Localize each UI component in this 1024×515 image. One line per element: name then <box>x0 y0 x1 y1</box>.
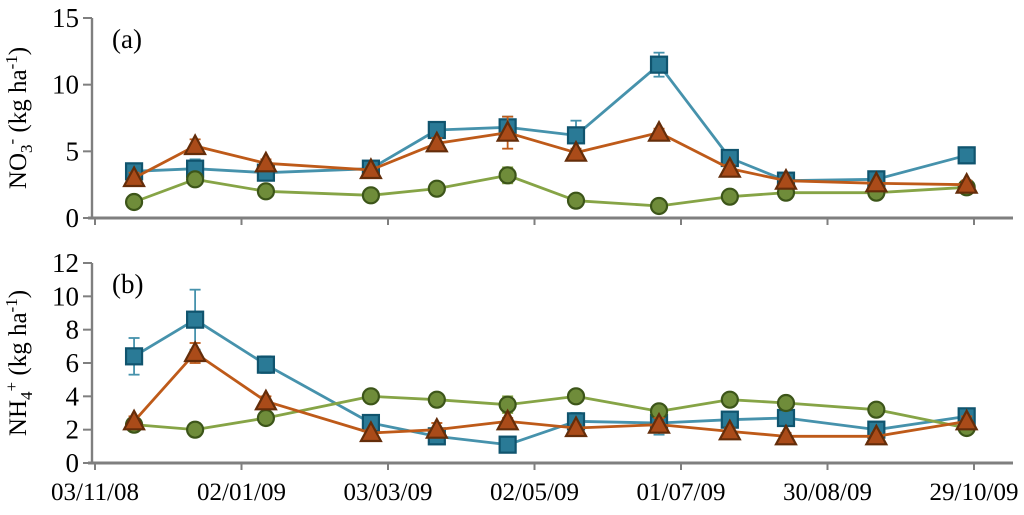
circle-marker <box>361 186 381 205</box>
series-green-circles-b <box>124 387 976 439</box>
x-tick-label: 30/08/09 <box>783 479 872 506</box>
triangle-marker <box>774 423 798 446</box>
circle-marker <box>361 387 381 406</box>
circle-marker <box>566 191 586 210</box>
square-marker <box>124 347 144 366</box>
triangle-marker <box>424 416 449 439</box>
panel-letter-a: (a) <box>112 24 142 54</box>
circle-marker <box>256 408 276 428</box>
triangle-marker <box>647 411 671 434</box>
circle-marker <box>124 192 144 212</box>
circle-marker <box>867 400 886 419</box>
x-tick-label: 29/10/09 <box>930 479 1019 506</box>
svg-text:5: 5 <box>66 136 80 166</box>
series-orange-triangles-a <box>122 115 979 194</box>
circle-marker <box>427 390 446 409</box>
series-blue-squares-a <box>124 51 976 190</box>
triangle-marker <box>359 157 383 180</box>
x-axis-b: 03/11/08 02/01/09 03/03/09 02/05/09 01/07/09… <box>51 461 1019 506</box>
circle-marker <box>649 196 669 216</box>
svg-text:12: 12 <box>52 248 79 278</box>
series-blue-squares-b <box>124 288 976 454</box>
x-tick-label: 03/03/09 <box>344 479 433 506</box>
triangle-marker <box>495 119 520 142</box>
svg-text:8: 8 <box>66 315 80 345</box>
triangle-marker <box>424 130 449 153</box>
circle-marker <box>186 420 205 439</box>
series-orange-triangles-b <box>122 340 979 446</box>
circle-marker <box>256 182 276 201</box>
panel-letter-b: (b) <box>112 269 143 299</box>
square-marker <box>186 310 205 329</box>
triangle-marker <box>647 119 671 142</box>
series-green-circles-a <box>124 166 976 216</box>
x-tick-label: 02/05/09 <box>490 479 579 506</box>
circle-marker <box>186 170 205 189</box>
triangle-marker <box>564 139 588 162</box>
circle-marker <box>498 166 517 185</box>
triangle-marker <box>954 408 979 431</box>
svg-text:6: 6 <box>66 348 80 378</box>
triangle-marker <box>954 171 979 194</box>
square-marker <box>256 355 276 374</box>
triangle-marker <box>774 167 798 190</box>
circle-marker <box>427 179 446 198</box>
svg-text:0: 0 <box>66 448 80 478</box>
triangle-marker <box>717 155 742 178</box>
x-axis-a <box>88 216 1013 225</box>
svg-text:2: 2 <box>66 415 80 445</box>
triangle-marker <box>717 418 742 441</box>
triangle-marker <box>359 420 383 443</box>
x-tick-label: 02/01/09 <box>197 479 286 506</box>
circle-marker <box>566 387 586 406</box>
svg-text:10: 10 <box>52 70 79 100</box>
svg-text:0: 0 <box>66 203 80 233</box>
y-axis-title-a: NO3- (kg ha-1) <box>2 47 36 189</box>
panel-a: 0 5 10 15 (a) NO3- (kg ha-1) <box>2 3 1013 233</box>
square-marker <box>957 146 976 165</box>
y-axis-title-b: NH4+ (kg ha-1) <box>2 290 36 436</box>
triangle-marker <box>183 340 207 363</box>
circle-marker <box>720 390 739 409</box>
triangle-marker <box>495 408 520 431</box>
triangle-marker <box>254 388 278 411</box>
triangle-marker <box>122 165 146 188</box>
svg-text:10: 10 <box>52 281 79 311</box>
circle-marker <box>776 393 796 413</box>
triangle-marker <box>122 408 146 431</box>
svg-text:4: 4 <box>66 381 80 411</box>
triangle-marker <box>864 170 889 193</box>
y-axis-a: 0 5 10 15 <box>52 3 94 233</box>
square-marker <box>498 435 517 454</box>
triangle-marker <box>564 415 588 438</box>
triangle-marker <box>183 133 207 156</box>
triangle-marker <box>864 423 889 446</box>
circle-marker <box>720 187 739 206</box>
square-marker <box>649 55 669 74</box>
svg-text:15: 15 <box>52 3 79 33</box>
x-tick-label: 01/07/09 <box>637 479 726 506</box>
triangle-marker <box>254 150 278 173</box>
x-tick-label: 03/11/08 <box>51 479 139 506</box>
